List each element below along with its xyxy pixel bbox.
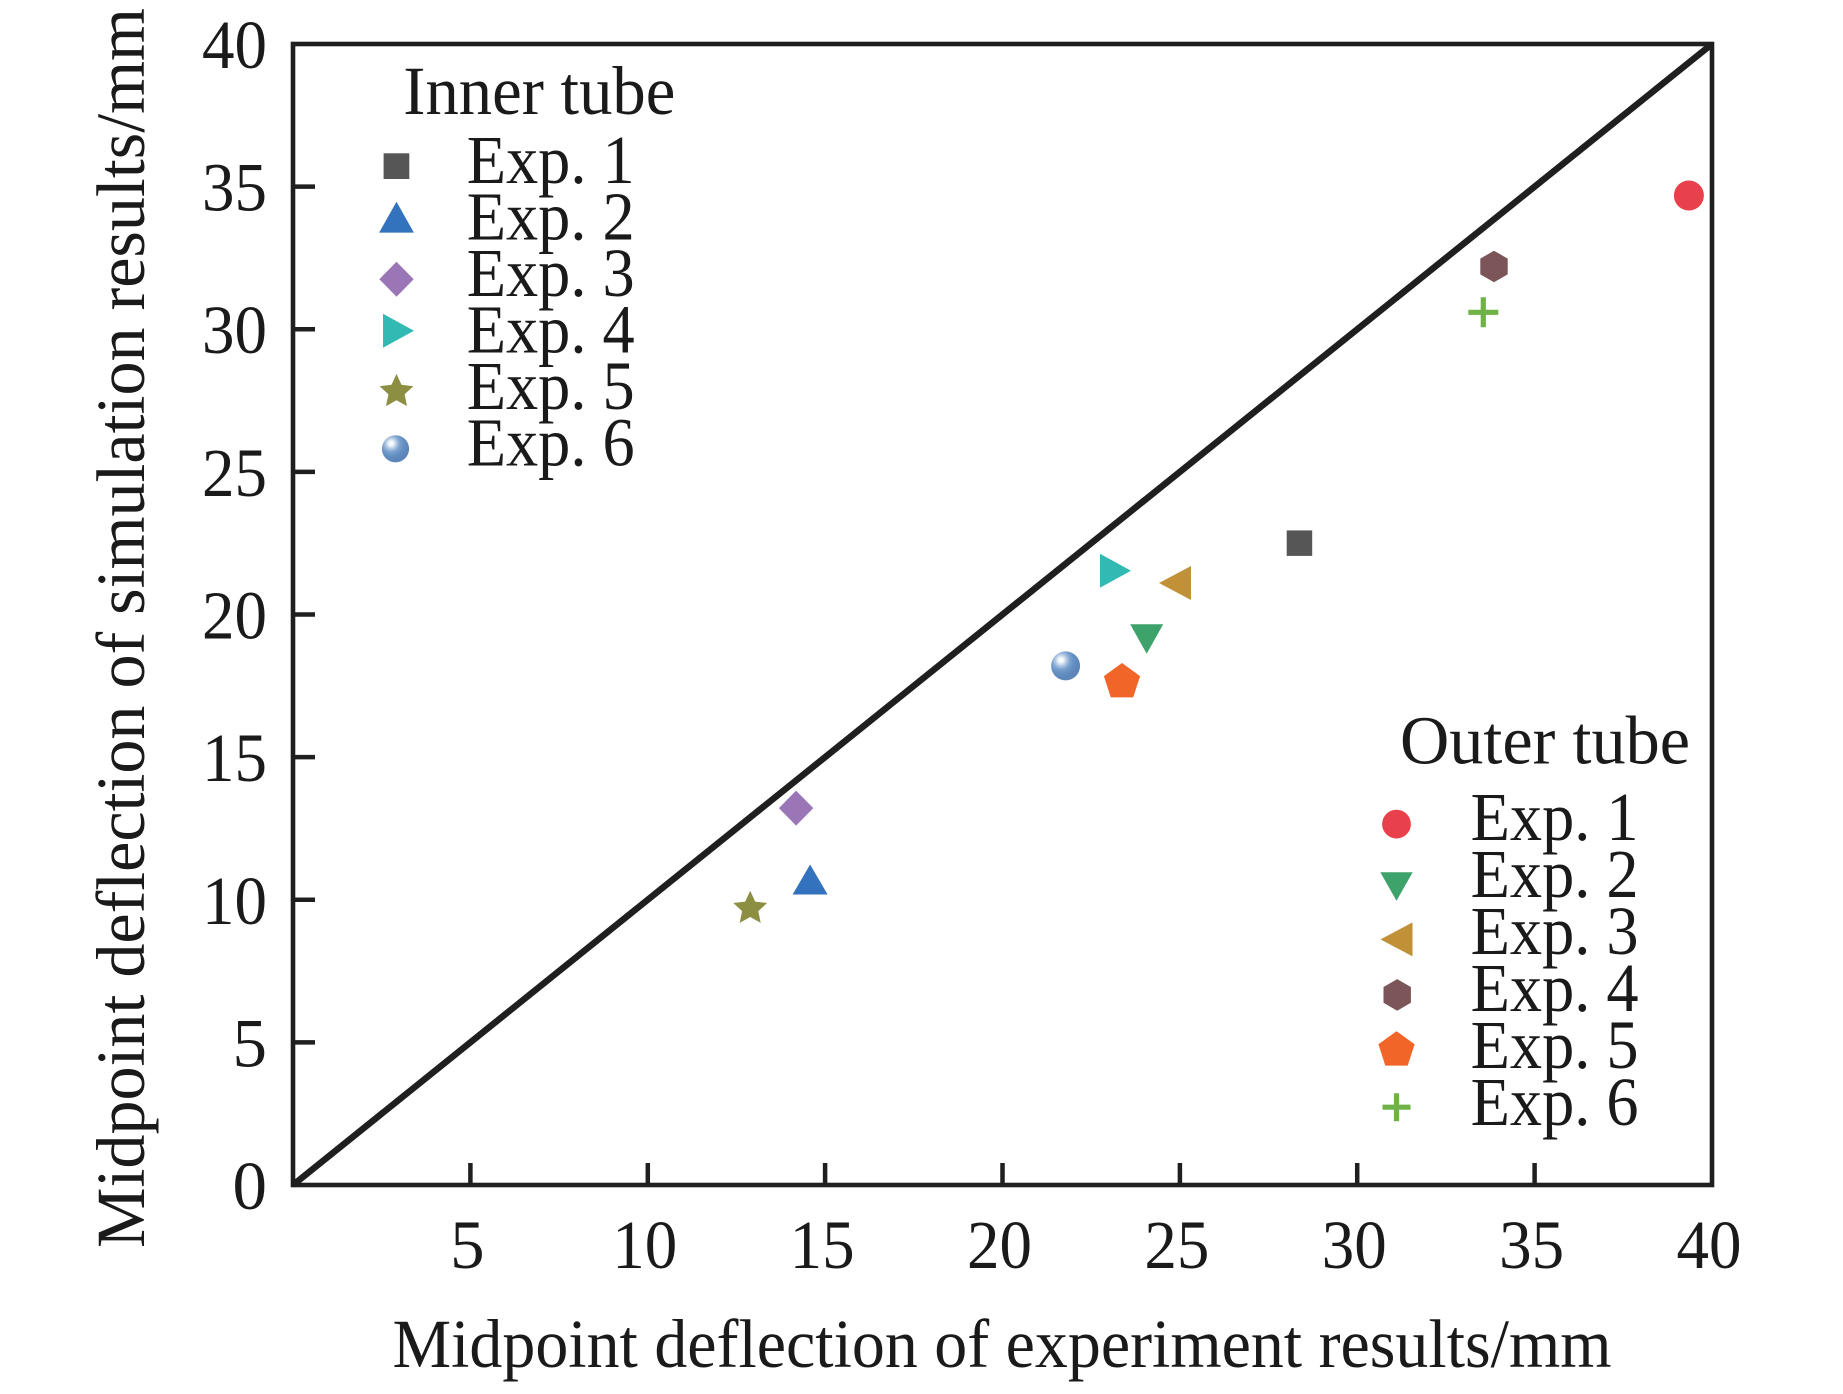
svg-text:Exp. 3: Exp. 3 xyxy=(1471,893,1639,969)
svg-text:40: 40 xyxy=(1677,1207,1742,1283)
svg-text:30: 30 xyxy=(1322,1207,1387,1283)
svg-text:Exp. 6: Exp. 6 xyxy=(467,405,635,481)
svg-text:30: 30 xyxy=(202,292,267,368)
svg-text:20: 20 xyxy=(202,578,267,654)
svg-text:Exp. 2: Exp. 2 xyxy=(467,179,635,255)
svg-text:5: 5 xyxy=(233,1005,268,1081)
svg-text:Exp. 1: Exp. 1 xyxy=(1471,779,1639,855)
svg-text:25: 25 xyxy=(202,435,267,511)
svg-text:0: 0 xyxy=(233,1148,268,1224)
svg-text:Exp. 3: Exp. 3 xyxy=(467,235,635,311)
svg-text:10: 10 xyxy=(612,1207,677,1283)
svg-text:Exp. 1: Exp. 1 xyxy=(467,122,635,198)
svg-text:Exp. 4: Exp. 4 xyxy=(467,292,635,368)
svg-text:35: 35 xyxy=(202,150,267,226)
svg-text:Midpoint deflection of experim: Midpoint deflection of experiment result… xyxy=(393,1306,1612,1382)
svg-text:Exp. 5: Exp. 5 xyxy=(467,348,635,424)
svg-text:15: 15 xyxy=(790,1207,855,1283)
svg-text:25: 25 xyxy=(1144,1207,1209,1283)
svg-text:5: 5 xyxy=(450,1207,485,1283)
svg-text:35: 35 xyxy=(1499,1207,1564,1283)
svg-text:40: 40 xyxy=(202,7,267,83)
svg-text:Inner tube: Inner tube xyxy=(403,53,675,129)
svg-text:Exp. 5: Exp. 5 xyxy=(1471,1007,1639,1083)
svg-text:Exp. 2: Exp. 2 xyxy=(1471,836,1639,912)
svg-text:Exp. 4: Exp. 4 xyxy=(1471,950,1639,1026)
svg-text:15: 15 xyxy=(202,720,267,796)
svg-text:Midpoint deflection of simulat: Midpoint deflection of simulation result… xyxy=(83,8,159,1248)
svg-text:20: 20 xyxy=(967,1207,1032,1283)
svg-text:Outer tube: Outer tube xyxy=(1400,703,1690,779)
svg-text:10: 10 xyxy=(202,863,267,939)
svg-text:Exp. 6: Exp. 6 xyxy=(1471,1064,1639,1140)
